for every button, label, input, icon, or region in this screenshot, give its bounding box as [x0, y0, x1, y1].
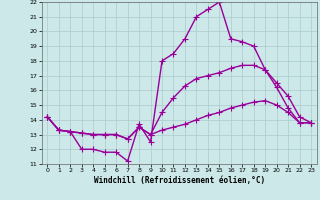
X-axis label: Windchill (Refroidissement éolien,°C): Windchill (Refroidissement éolien,°C): [94, 176, 265, 185]
